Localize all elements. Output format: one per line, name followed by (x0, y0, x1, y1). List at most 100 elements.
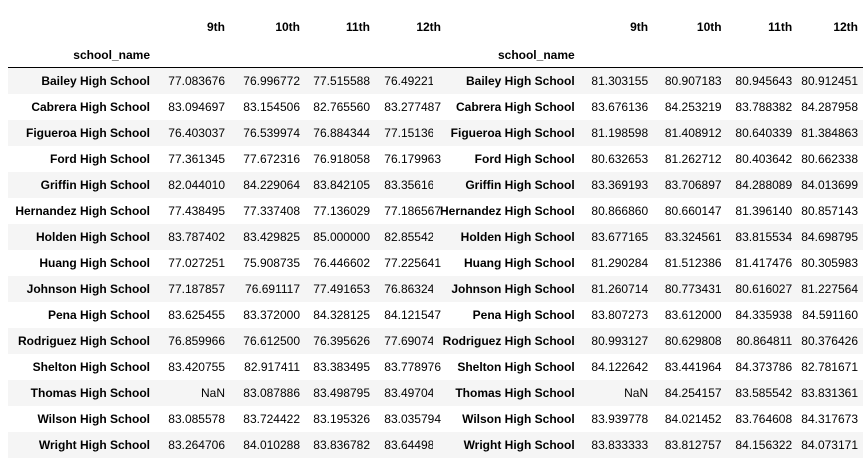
table-row: Shelton High School 83.420755 82.917411 83.… (8, 354, 446, 380)
table-cell: 82.044010 (168, 177, 225, 192)
row-label: Shelton High School (457, 359, 575, 374)
table-cell: 83.264706 (168, 437, 225, 452)
right-dataframe: 9th 10th 11th 12th school_name Bailey High Sc… (433, 0, 863, 458)
table-cell: 83.788382 (735, 99, 793, 114)
table-row: Holden High School 83.677165 83.324561 83.8… (433, 223, 863, 250)
table-cell: 77.361345 (168, 151, 225, 166)
row-label: Thomas High School (30, 385, 150, 400)
table-row: Rodriguez High School 80.993127 80.629808 8… (433, 327, 863, 354)
index-name-row: school_name (8, 42, 446, 68)
row-label: Griffin High School (465, 177, 575, 192)
table-row: Huang High School 81.290284 81.512386 81.41… (433, 250, 863, 276)
index-name-row: school_name (433, 42, 863, 68)
table-row: Johnson High School 81.260714 80.773431 80.… (433, 275, 863, 302)
table-cell: 81.262712 (664, 151, 722, 166)
table-cell: 84.328125 (313, 307, 370, 322)
table-row: Wright High School 83.264706 84.010288 83.8… (8, 431, 446, 458)
table-cell: 83.815534 (735, 229, 793, 244)
table-cell: 80.857143 (801, 203, 858, 218)
table-row: Johnson High School 77.187857 76.691117 77.… (8, 275, 446, 302)
table-cell: 77.186567 (384, 203, 441, 218)
table-row: Griffin High School 83.369193 83.706897 84.… (433, 171, 863, 198)
table-body: Bailey High School 81.303155 80.907183 80.9… (433, 67, 863, 458)
table-cell: 84.591160 (802, 307, 858, 322)
table-cell: 83.644986 (384, 437, 441, 452)
table-cell: 80.616027 (735, 281, 793, 296)
index-name-spacer (797, 42, 863, 68)
index-name-spacer (305, 42, 375, 68)
table-cell: 81.396140 (735, 203, 793, 218)
row-label: Bailey High School (41, 73, 150, 88)
table-row: Shelton High School 84.122642 83.441964 84.… (433, 354, 863, 380)
table-cell: 83.087886 (243, 385, 300, 400)
table-cell: 80.632653 (591, 151, 649, 166)
column-header: 9th (630, 20, 649, 34)
table-cell: 83.706897 (664, 177, 722, 192)
table-cell: 84.254157 (664, 385, 722, 400)
row-label: Wilson High School (462, 411, 575, 426)
index-name-spacer (653, 42, 727, 68)
table-cell: 76.859966 (168, 333, 225, 348)
table-row: Griffin High School 82.044010 84.229064 83.… (8, 171, 446, 198)
column-header: 11th (768, 20, 793, 34)
index-name: school_name (8, 42, 155, 68)
row-label: Holden High School (36, 229, 150, 244)
index-name-spacer (230, 42, 305, 68)
table-cell: 80.866860 (591, 203, 649, 218)
table-cell: 82.917411 (244, 359, 300, 374)
table-cell: 83.625455 (168, 307, 225, 322)
table-cell: 84.335938 (735, 307, 793, 322)
table-cell: 83.383495 (313, 359, 370, 374)
table-cell: 83.939778 (591, 411, 649, 426)
table-cell: 83.035794 (384, 411, 441, 426)
table-row: Bailey High School 81.303155 80.907183 80.9… (433, 67, 863, 94)
table-row: Rodriguez High School 76.859966 76.612500 7… (8, 327, 446, 354)
row-label: Hernandez High School (439, 203, 575, 218)
table-cell: 77.187857 (168, 281, 225, 296)
table-cell: 84.373786 (735, 359, 793, 374)
table-cell: 77.491653 (313, 281, 370, 296)
column-header-row: 9th 10th 11th 12th (8, 0, 446, 42)
table-cell: 85.000000 (313, 229, 370, 244)
table-row: Wright High School 83.833333 83.812757 84.1… (433, 431, 863, 458)
table-cell: 80.773431 (664, 281, 722, 296)
row-label: Griffin High School (40, 177, 150, 192)
table-header: 9th 10th 11th 12th school_name (433, 0, 863, 68)
table-row: Figueroa High School 76.403037 76.539974 76… (8, 119, 446, 146)
row-label: Cabrera High School (31, 99, 150, 114)
table-cell: 84.253219 (664, 99, 722, 114)
table-cell: 84.229064 (243, 177, 300, 192)
row-label: Bailey High School (465, 73, 575, 88)
table-cell: 83.369193 (591, 177, 649, 192)
row-label: Ford High School (50, 151, 150, 166)
table-cell: 80.640339 (735, 125, 793, 140)
table-cell: 81.384863 (801, 125, 858, 140)
table-cell: NaN (624, 385, 649, 400)
table-cell: 76.996772 (243, 73, 300, 88)
column-header: 11th (345, 20, 370, 34)
table-cell: 83.420755 (168, 359, 225, 374)
table-row: Cabrera High School 83.676136 84.253219 83.… (433, 94, 863, 120)
table-cell: 83.372000 (243, 307, 300, 322)
table-cell: 83.836782 (313, 437, 370, 452)
table-row: Thomas High School NaN 84.254157 83.585542 8… (433, 379, 863, 406)
table-row: Pena High School 83.625455 83.372000 84.328… (8, 302, 446, 328)
table-cell: 80.662338 (801, 151, 858, 166)
table-cell: 80.864811 (736, 333, 793, 348)
row-label: Figueroa High School (450, 125, 575, 140)
table-cell: 83.085578 (168, 411, 225, 426)
table-cell: 82.855422 (384, 229, 441, 244)
table-row: Cabrera High School 83.094697 83.154506 82.… (8, 94, 446, 120)
table-row: Hernandez High School 77.438495 77.337408 7… (8, 198, 446, 224)
row-label: Huang High School (39, 255, 150, 270)
table-cell: 84.013699 (801, 177, 858, 192)
index-name-spacer (579, 42, 654, 68)
row-label: Rodriguez High School (442, 333, 575, 348)
table-cell: 76.446602 (313, 255, 370, 270)
table-cell: 77.151369 (384, 125, 441, 140)
table-cell: 76.492218 (384, 73, 441, 88)
table-cell: 77.083676 (168, 73, 225, 88)
row-label: Holden High School (460, 229, 575, 244)
table-cell: 83.429825 (243, 229, 300, 244)
table-cell: 83.324561 (664, 229, 722, 244)
